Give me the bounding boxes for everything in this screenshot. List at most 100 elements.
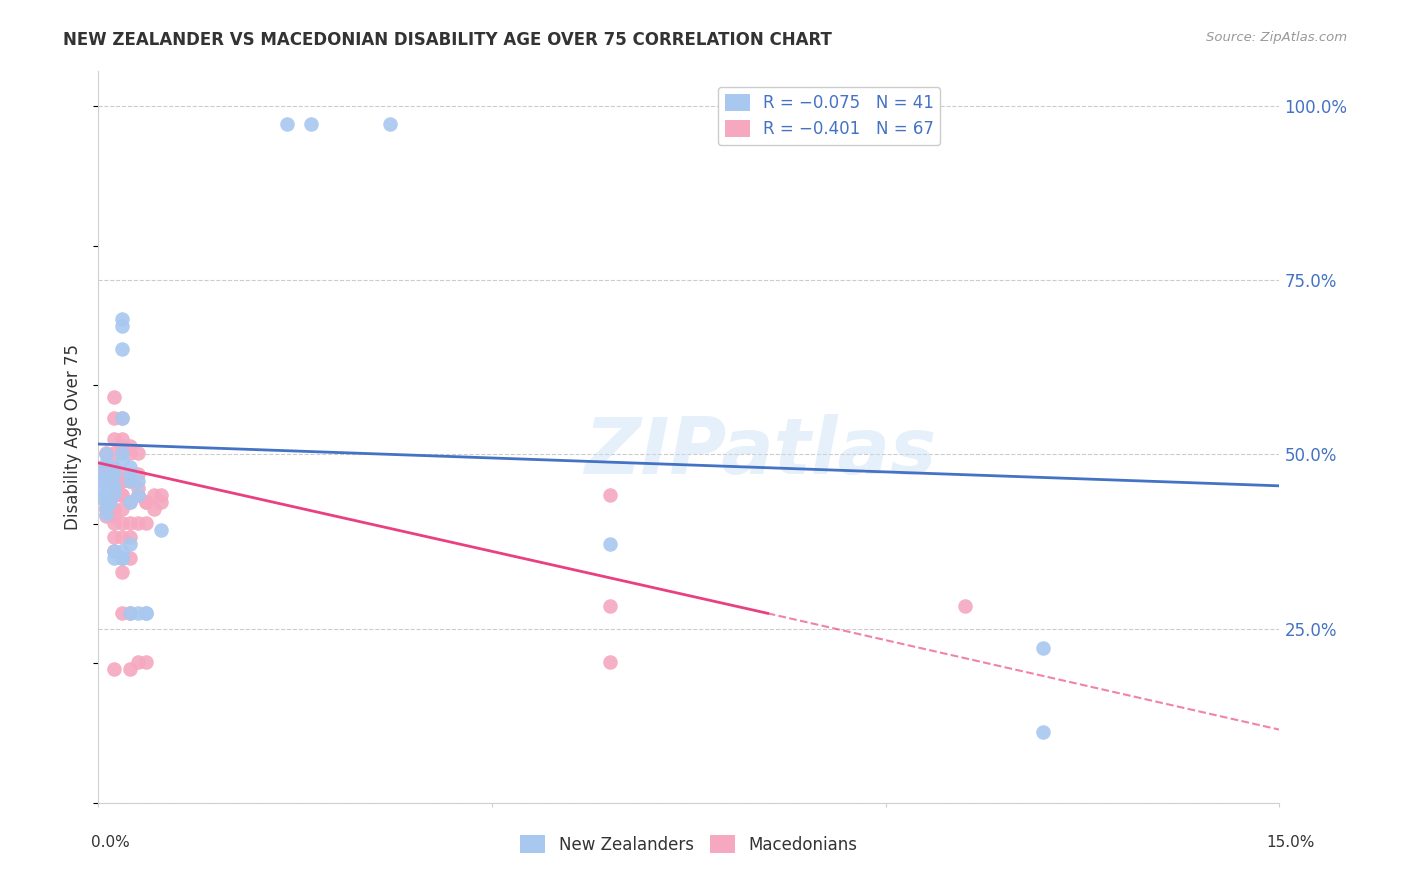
Point xyxy=(127,516,149,530)
Point xyxy=(111,439,134,453)
Point xyxy=(103,481,125,495)
Point xyxy=(118,495,141,509)
Point xyxy=(1032,641,1054,656)
Legend: R = −0.075   N = 41, R = −0.401   N = 67: R = −0.075 N = 41, R = −0.401 N = 67 xyxy=(718,87,941,145)
Point xyxy=(103,501,125,516)
Point xyxy=(127,467,149,481)
Point xyxy=(96,495,118,509)
Point xyxy=(103,516,125,530)
Point xyxy=(96,501,118,516)
Point xyxy=(103,488,125,502)
Point xyxy=(103,543,125,558)
Point xyxy=(111,411,134,425)
Point xyxy=(111,488,134,502)
Point xyxy=(118,474,141,488)
Point xyxy=(111,607,134,621)
Point xyxy=(599,599,621,614)
Point xyxy=(118,530,141,544)
Point xyxy=(96,448,118,462)
Point xyxy=(127,655,149,669)
Point xyxy=(96,500,118,514)
Point xyxy=(127,481,149,495)
Point xyxy=(118,495,141,509)
Point xyxy=(103,432,125,446)
Point xyxy=(96,460,118,475)
Point xyxy=(111,474,134,488)
Text: 0.0%: 0.0% xyxy=(91,836,131,850)
Point xyxy=(142,501,165,516)
Point xyxy=(111,446,134,460)
Point xyxy=(98,495,121,509)
Point xyxy=(111,488,134,502)
Y-axis label: Disability Age Over 75: Disability Age Over 75 xyxy=(65,344,83,530)
Point xyxy=(111,432,134,446)
Point xyxy=(111,543,134,558)
Point xyxy=(118,446,141,460)
Point xyxy=(111,550,134,565)
Point xyxy=(150,523,173,537)
Point xyxy=(299,117,322,131)
Point xyxy=(96,507,118,521)
Point xyxy=(135,495,157,509)
Point xyxy=(127,607,149,621)
Point xyxy=(96,446,118,460)
Point xyxy=(150,488,173,502)
Point xyxy=(103,460,125,475)
Point xyxy=(111,342,134,356)
Point xyxy=(103,543,125,558)
Point xyxy=(91,463,114,477)
Point xyxy=(118,550,141,565)
Point xyxy=(91,483,114,498)
Point xyxy=(1032,724,1054,739)
Point xyxy=(118,607,141,621)
Point xyxy=(91,465,114,479)
Point xyxy=(111,565,134,579)
Point xyxy=(111,516,134,530)
Point xyxy=(103,508,125,523)
Point xyxy=(103,461,125,475)
Point xyxy=(103,530,125,544)
Point xyxy=(103,662,125,676)
Point xyxy=(127,474,149,488)
Point xyxy=(103,390,125,404)
Point xyxy=(111,467,134,481)
Point xyxy=(111,501,134,516)
Point xyxy=(103,474,125,488)
Text: ZIPatlas: ZIPatlas xyxy=(583,414,936,490)
Point xyxy=(111,318,134,333)
Point xyxy=(118,516,141,530)
Text: 15.0%: 15.0% xyxy=(1267,836,1315,850)
Point xyxy=(135,655,157,669)
Point xyxy=(118,474,141,488)
Point xyxy=(103,488,125,502)
Point xyxy=(96,508,118,523)
Point xyxy=(91,474,114,488)
Point xyxy=(599,655,621,669)
Point xyxy=(276,117,298,131)
Point xyxy=(96,501,118,516)
Point xyxy=(111,411,134,425)
Point xyxy=(103,446,125,460)
Point xyxy=(96,485,118,500)
Point xyxy=(103,467,125,481)
Point xyxy=(96,456,118,470)
Point xyxy=(118,439,141,453)
Point xyxy=(599,536,621,550)
Point xyxy=(135,607,157,621)
Point xyxy=(378,117,401,131)
Text: NEW ZEALANDER VS MACEDONIAN DISABILITY AGE OVER 75 CORRELATION CHART: NEW ZEALANDER VS MACEDONIAN DISABILITY A… xyxy=(63,31,832,49)
Point xyxy=(127,488,149,502)
Point xyxy=(118,536,141,550)
Point xyxy=(118,467,141,481)
Point xyxy=(103,485,125,500)
Point xyxy=(111,474,134,488)
Point xyxy=(111,550,134,565)
Point xyxy=(103,411,125,425)
Point xyxy=(135,607,157,621)
Point xyxy=(142,488,165,502)
Point xyxy=(953,599,976,614)
Point xyxy=(111,453,134,467)
Point xyxy=(111,550,134,565)
Point xyxy=(111,446,134,460)
Point xyxy=(103,479,125,493)
